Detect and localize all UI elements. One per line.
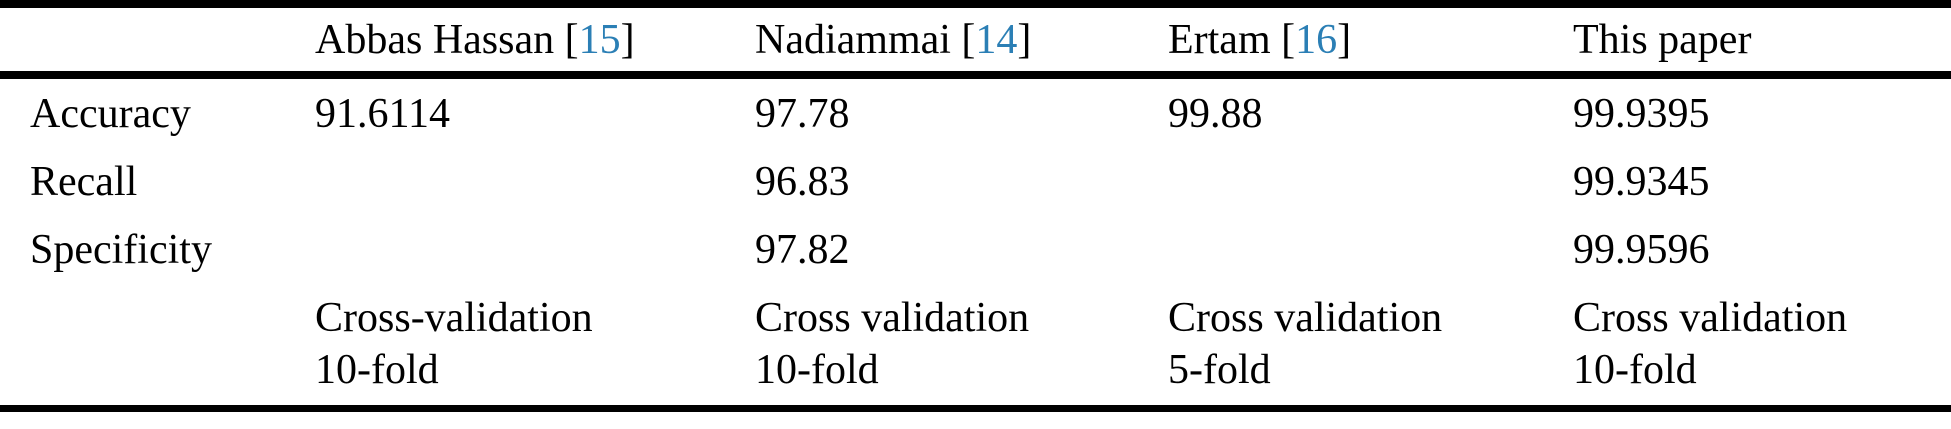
method-this-paper-cell: Cross validation 10-fold [1573,283,1951,408]
specificity-nadiammai-value: 97.82 [755,226,850,273]
comparison-table: Abbas Hassan [15] Nadiammai [14] Ertam [… [0,0,1951,412]
method-line-1: Cross-validation [315,295,593,341]
header-label: This paper [1573,16,1752,63]
method-line-2: 10-fold [755,347,879,393]
accuracy-nadiammai-value: 97.78 [755,90,850,137]
specificity-this-paper-value: 99.9596 [1573,226,1710,273]
specificity-abbas-hassan-value [315,216,755,283]
citation-link-16[interactable]: 16 [1295,16,1338,63]
recall-nadiammai-value: 96.83 [755,159,850,205]
header-bracket: ] [1337,16,1352,63]
recall-this-paper-value: 99.9345 [1573,159,1710,205]
accuracy-ertam-value: 99.88 [1168,90,1263,137]
specificity-ertam-value [1168,216,1573,283]
method-line-1: Cross validation [1168,295,1443,341]
method-ertam-cell: Cross validation 5-fold [1168,283,1573,408]
method-abbas-hassan-cell: Cross-validation 10-fold [315,283,755,408]
row-label-accuracy: Accuracy [30,90,191,137]
row-label-recall: Recall [30,159,138,205]
row-label-specificity: Specificity [30,226,212,273]
table-row-specificity: Specificity 97.82 99.9596 [0,216,1951,283]
accuracy-abbas-hassan-value: 91.6114 [315,90,450,137]
method-nadiammai-cell: Cross validation 10-fold [755,283,1168,408]
method-line-1: Cross validation [755,295,1030,341]
header-cell-this-paper: This paper [1573,4,1951,75]
header-label: Nadiammai [ [755,16,976,63]
header-cell-abbas-hassan: Abbas Hassan [15] [315,4,755,75]
row-label-empty [0,283,315,408]
citation-link-14[interactable]: 14 [975,16,1018,63]
header-label: Ertam [ [1168,16,1296,63]
header-row: Abbas Hassan [15] Nadiammai [14] Ertam [… [0,4,1951,75]
accuracy-this-paper-value: 99.9395 [1573,90,1710,137]
header-cell-nadiammai: Nadiammai [14] [755,4,1168,75]
method-line-2: 10-fold [1573,347,1697,393]
citation-link-15[interactable]: 15 [578,16,621,63]
recall-abbas-hassan-value [315,148,755,216]
header-bracket: ] [1017,16,1032,63]
recall-ertam-value [1168,148,1573,216]
table-row-recall: Recall 96.83 99.9345 [0,148,1951,216]
method-line-2: 10-fold [315,347,439,393]
table-row-validation-method: Cross-validation 10-fold Cross validatio… [0,283,1951,408]
header-label: Abbas Hassan [ [315,16,579,63]
header-cell-empty [0,4,315,75]
method-line-2: 5-fold [1168,347,1271,393]
method-line-1: Cross validation [1573,295,1848,341]
header-bracket: ] [620,16,635,63]
table-row-accuracy: Accuracy 91.6114 97.78 99.88 99.9395 [0,75,1951,148]
header-cell-ertam: Ertam [16] [1168,4,1573,75]
